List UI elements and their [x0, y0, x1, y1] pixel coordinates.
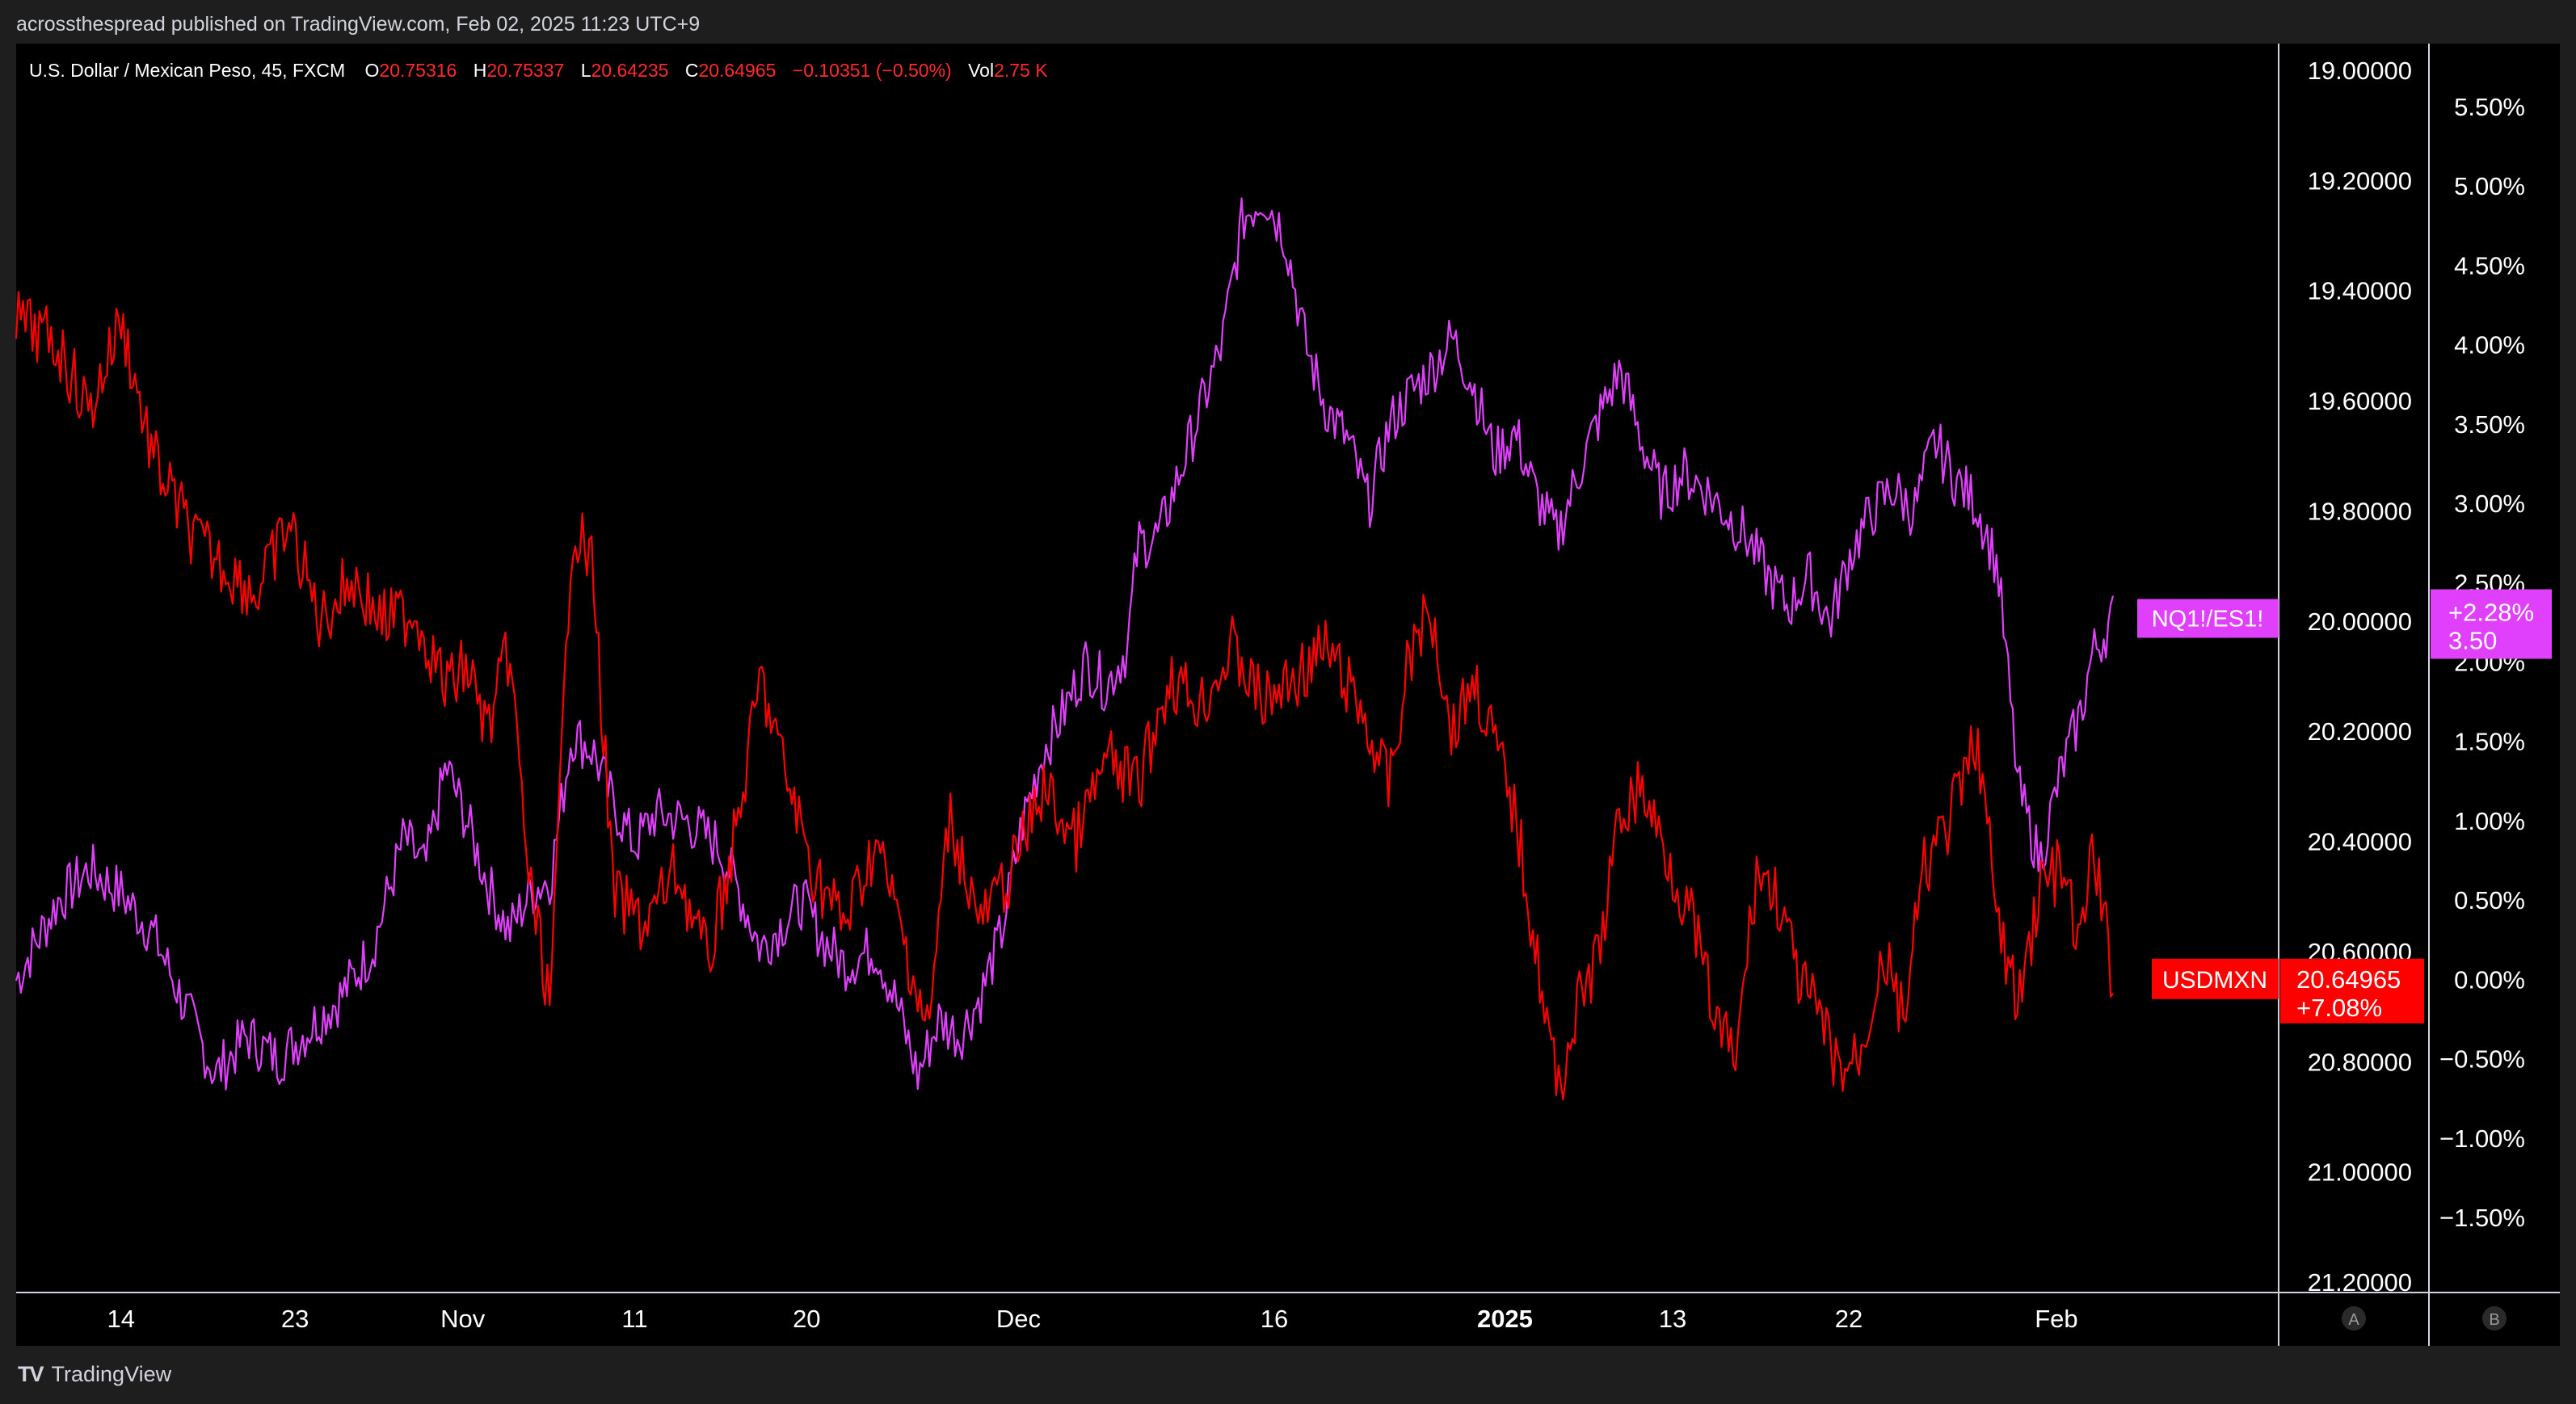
percent-tick-label: 0.00% — [2454, 965, 2525, 994]
percent-tick-label: 5.00% — [2454, 172, 2525, 200]
price-tick-label: 19.80000 — [2308, 497, 2412, 525]
percent-tick-label: 1.00% — [2454, 807, 2525, 835]
scale-b-button[interactable] — [2482, 1306, 2507, 1330]
published-text: acrossthespread published on TradingView… — [16, 13, 701, 36]
time-tick-label: 11 — [621, 1305, 647, 1333]
symbol-name: U.S. Dollar / Mexican Peso, 45, FXCM — [29, 60, 346, 81]
time-tick-label: Dec — [996, 1305, 1041, 1333]
ratio-value-label: 3.50 — [2448, 627, 2497, 655]
low-value: 20.64235 — [591, 60, 669, 81]
high-label: H — [473, 60, 487, 81]
price-tick-label: 19.60000 — [2308, 387, 2412, 415]
time-tick-label: 22 — [1835, 1305, 1863, 1333]
price-tick-label: 20.40000 — [2308, 828, 2412, 856]
percent-tick-label: 4.50% — [2454, 251, 2525, 280]
time-tick-label: 16 — [1261, 1305, 1288, 1333]
percent-tick-label: −1.50% — [2439, 1204, 2525, 1232]
time-tick-label: Nov — [440, 1305, 486, 1333]
top-bar: acrossthespread published on TradingView… — [0, 0, 2576, 44]
time-tick-label: 2025 — [1477, 1305, 1533, 1333]
low-label: L — [580, 60, 591, 81]
open-value: 20.75316 — [379, 60, 457, 81]
time-tick-label: 13 — [1659, 1305, 1686, 1333]
percent-tick-label: 5.50% — [2454, 93, 2525, 121]
price-tick-label: 20.20000 — [2308, 717, 2412, 746]
close-label: C — [684, 60, 699, 81]
volume-label: Vol — [968, 60, 995, 81]
usdmxn-price-tag — [2280, 958, 2424, 1024]
price-tick-label: 19.00000 — [2308, 57, 2412, 85]
price-tick-label: 21.00000 — [2308, 1158, 2412, 1187]
volume-value: 2.75 K — [994, 60, 1048, 81]
change-value: −0.10351 (−0.50%) — [792, 60, 952, 81]
percent-tick-label: 0.50% — [2454, 886, 2525, 914]
price-tick-label: 20.00000 — [2308, 607, 2412, 636]
time-tick-label: 20 — [793, 1305, 820, 1333]
time-tick-label: Feb — [2035, 1305, 2077, 1333]
percent-tick-label: −0.50% — [2439, 1045, 2525, 1074]
symbol-legend[interactable]: U.S. Dollar / Mexican Peso, 45, FXCM O20… — [29, 60, 1059, 82]
usdmxn-pct-label: +7.08% — [2296, 994, 2382, 1022]
price-tick-label: 19.40000 — [2308, 277, 2412, 305]
percent-tick-label: 3.50% — [2454, 410, 2525, 439]
scale-a-button-label: A — [2348, 1311, 2359, 1329]
ratio-name-tag[interactable] — [2137, 599, 2279, 638]
scale-b-button-label: B — [2489, 1311, 2499, 1329]
tradingview-logo[interactable]: TV TradingView — [18, 1362, 171, 1387]
bottom-bar — [0, 1346, 2576, 1404]
price-tick-label: 20.80000 — [2308, 1048, 2412, 1076]
close-value: 20.64965 — [698, 60, 777, 81]
percent-tick-label: −1.00% — [2439, 1124, 2525, 1153]
usdmxn-name-label: USDMXN — [2162, 967, 2267, 994]
price-tick-label: 21.20000 — [2308, 1268, 2412, 1297]
ratio-pct-label: +2.28% — [2448, 599, 2534, 627]
logo-text: TradingView — [51, 1362, 172, 1386]
percent-tick-label: 3.00% — [2454, 490, 2525, 518]
usdmxn-price-label: 20.64965 — [2296, 965, 2401, 994]
high-value: 20.75337 — [486, 60, 565, 81]
usdmxn-name-tag[interactable] — [2152, 958, 2279, 999]
scale-a-button[interactable] — [2342, 1306, 2366, 1330]
ratio-name-label: NQ1!/ES1! — [2152, 607, 2264, 633]
time-tick-label: 14 — [107, 1305, 135, 1333]
percent-tick-label: 1.50% — [2454, 728, 2525, 756]
open-label: O — [364, 60, 380, 81]
series-line-usdmxn[interactable] — [15, 291, 2114, 1101]
series-line-nq-es-ratio[interactable] — [15, 197, 2115, 1091]
tradingview-logo-icon: TV — [18, 1362, 44, 1386]
price-tick-label: 19.20000 — [2308, 166, 2412, 195]
percent-tick-label: 4.00% — [2454, 331, 2525, 359]
ratio-value-tag — [2431, 589, 2552, 659]
time-tick-label: 23 — [281, 1305, 309, 1333]
